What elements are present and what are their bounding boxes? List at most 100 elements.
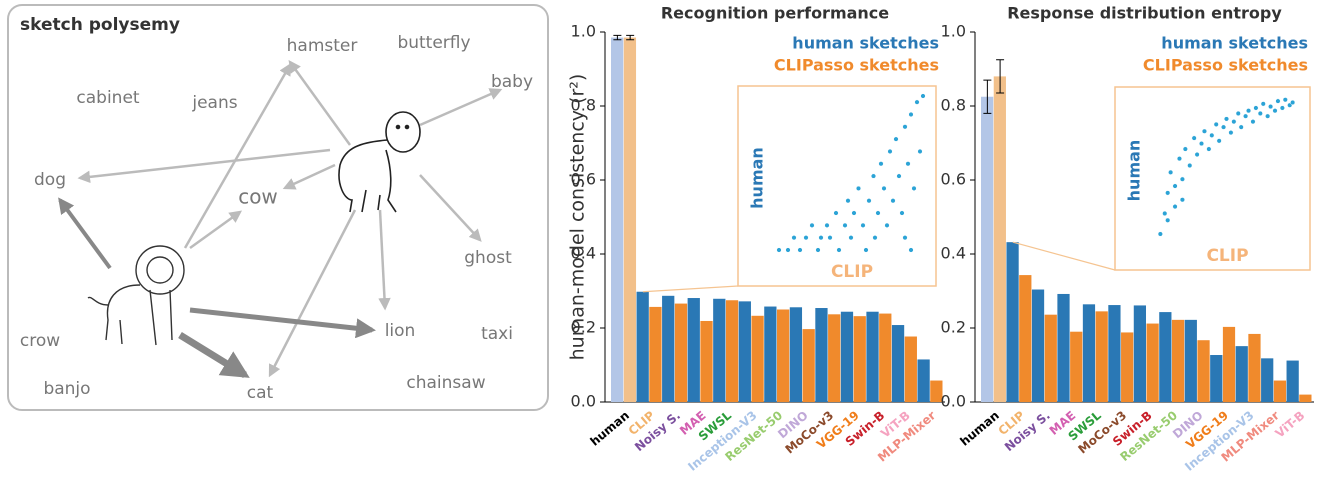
inset-point: [902, 124, 908, 130]
inset-point: [776, 247, 782, 253]
inset-point: [893, 136, 899, 142]
inset-point: [836, 247, 842, 253]
inset-connector: [642, 285, 739, 293]
bar: [1121, 332, 1134, 402]
bar: [993, 76, 1006, 403]
legend-entry: human sketches: [792, 34, 939, 53]
bar: [1044, 314, 1057, 402]
arrows: [58, 59, 503, 378]
error-bar: [983, 79, 992, 114]
inset-point: [1260, 101, 1266, 107]
bar: [1248, 333, 1261, 402]
word: cow: [238, 185, 278, 209]
bar: [917, 359, 930, 402]
bar: [1070, 331, 1083, 402]
bar: [1286, 360, 1299, 402]
inset-point: [845, 198, 851, 204]
bar: [1261, 358, 1274, 402]
panel-title: sketch polysemy: [20, 15, 180, 35]
bar: [1082, 304, 1096, 402]
inset-point: [1243, 113, 1249, 119]
bar: [1222, 326, 1236, 402]
y-tick-label: 0.6: [941, 170, 966, 189]
inset-point: [1165, 190, 1171, 196]
inset-point: [1216, 138, 1222, 144]
inset-point: [848, 235, 854, 241]
inset-y-label: human: [1125, 140, 1144, 202]
bar: [623, 37, 637, 403]
panel-frame: [7, 4, 549, 411]
inset-point: [1235, 110, 1241, 116]
bar: [777, 309, 790, 402]
bar: [1171, 319, 1185, 402]
word: ghost: [464, 248, 512, 268]
word: chainsaw: [406, 373, 485, 393]
bar: [789, 307, 803, 402]
inset-point: [920, 93, 926, 99]
inset-point: [860, 222, 866, 228]
bar: [879, 313, 892, 402]
bar: [1210, 355, 1223, 402]
word: hamster: [287, 36, 358, 56]
bar: [674, 303, 688, 402]
inset-point: [1165, 217, 1171, 223]
inset-point: [887, 148, 893, 154]
inset-point: [818, 235, 824, 241]
word: dog: [34, 170, 66, 190]
word: jeans: [191, 93, 237, 113]
y-tick-label: 0.8: [941, 96, 966, 115]
inset-point: [1191, 135, 1197, 141]
inset-point: [911, 185, 917, 191]
inset-point: [1194, 151, 1200, 158]
inset-point: [872, 235, 878, 241]
inset-point: [908, 111, 914, 118]
inset-point: [881, 185, 887, 191]
inset-point: [785, 247, 791, 253]
bar: [840, 311, 854, 402]
bar: [1133, 305, 1146, 402]
inset-point: [797, 247, 803, 253]
inset-point: [896, 173, 902, 179]
legend-entry: CLIPasso sketches: [774, 56, 939, 75]
inset-point: [1172, 183, 1178, 189]
word: taxi: [481, 324, 513, 344]
legend-entry: human sketches: [1161, 34, 1308, 53]
inset-point: [1275, 98, 1281, 104]
inset-point: [878, 161, 884, 167]
inset-point: [1221, 124, 1227, 130]
inset-point: [905, 161, 911, 167]
y-tick-label: 0.8: [571, 96, 596, 115]
inset-point: [1162, 210, 1168, 216]
bar: [981, 96, 994, 402]
bar: [891, 325, 905, 402]
inset-point: [1246, 108, 1252, 114]
bar: [1019, 275, 1032, 402]
bar: [1057, 293, 1070, 402]
inset-point: [851, 210, 857, 216]
x-tick-label: human: [588, 408, 632, 448]
inset-point: [833, 210, 839, 216]
inset-point: [1201, 128, 1207, 134]
bar: [802, 329, 815, 402]
x-tick-label: human: [957, 408, 1001, 448]
inset-point: [1209, 132, 1215, 138]
bar: [713, 298, 726, 402]
polysemy-panel: sketch polysemy: [7, 4, 549, 411]
inset-point: [1223, 116, 1230, 122]
inset-frame: [737, 85, 937, 287]
inset-point: [1238, 124, 1244, 130]
inset-point: [1182, 146, 1188, 152]
bar: [853, 316, 866, 402]
inset-point: [842, 222, 848, 228]
word: cat: [247, 383, 274, 403]
inset-point: [899, 210, 905, 216]
bar: [1146, 323, 1159, 402]
lion-sketch: [87, 245, 185, 346]
inset-point: [870, 173, 877, 179]
inset-point: [809, 222, 815, 228]
inset-point: [1265, 113, 1271, 119]
bar: [700, 320, 713, 402]
y-tick-label: 0.4: [941, 244, 966, 263]
bar: [725, 300, 739, 402]
